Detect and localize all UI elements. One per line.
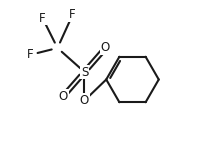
Text: F: F [27,48,33,60]
Text: O: O [59,90,68,102]
Text: F: F [69,9,75,21]
Text: O: O [100,42,110,54]
Text: S: S [80,66,88,78]
Text: O: O [80,94,89,107]
Text: F: F [39,12,45,24]
